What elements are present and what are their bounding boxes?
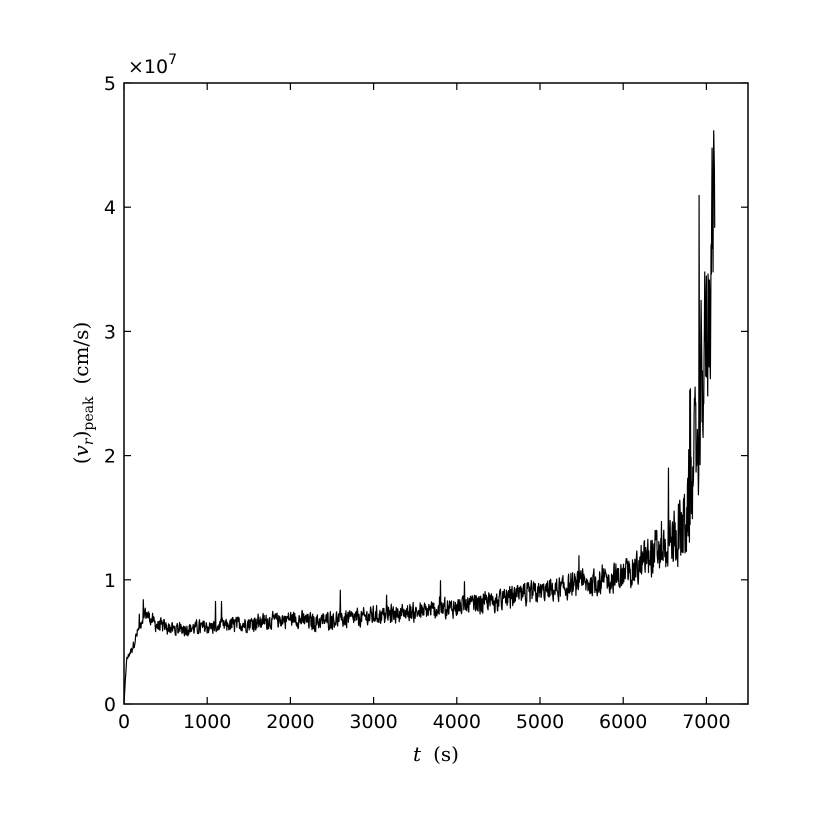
x-axis-ticks: 0 1000 2000 3000 4000 5000 6000 7000 (118, 83, 731, 733)
x-tick-label: 6000 (599, 711, 647, 733)
y-tick-label: 3 (104, 321, 116, 343)
x-tick-label: 1000 (183, 711, 231, 733)
x-axis-label: t (s) (413, 742, 459, 766)
x-tick-label: 4000 (433, 711, 481, 733)
x-tick-label: 5000 (516, 711, 564, 733)
y-axis-label: (vr)peak(cm/s) (69, 322, 97, 465)
series-line (124, 130, 716, 704)
y-tick-label: 0 (104, 694, 116, 716)
x-tick-label: 3000 (349, 711, 397, 733)
y-axis-multiplier: ×107 (128, 52, 177, 78)
plot-frame (123, 82, 749, 705)
y-tick-label: 1 (104, 570, 116, 592)
x-tick-label: 0 (118, 711, 130, 733)
y-axis-ticks: 0 1 2 3 4 5 (104, 73, 748, 716)
y-tick-label: 4 (104, 197, 116, 219)
y-tick-label: 5 (104, 73, 116, 95)
x-tick-label: 7000 (682, 711, 730, 733)
x-tick-label: 2000 (266, 711, 314, 733)
y-tick-label: 2 (104, 446, 116, 468)
series-line-layer (124, 130, 716, 704)
